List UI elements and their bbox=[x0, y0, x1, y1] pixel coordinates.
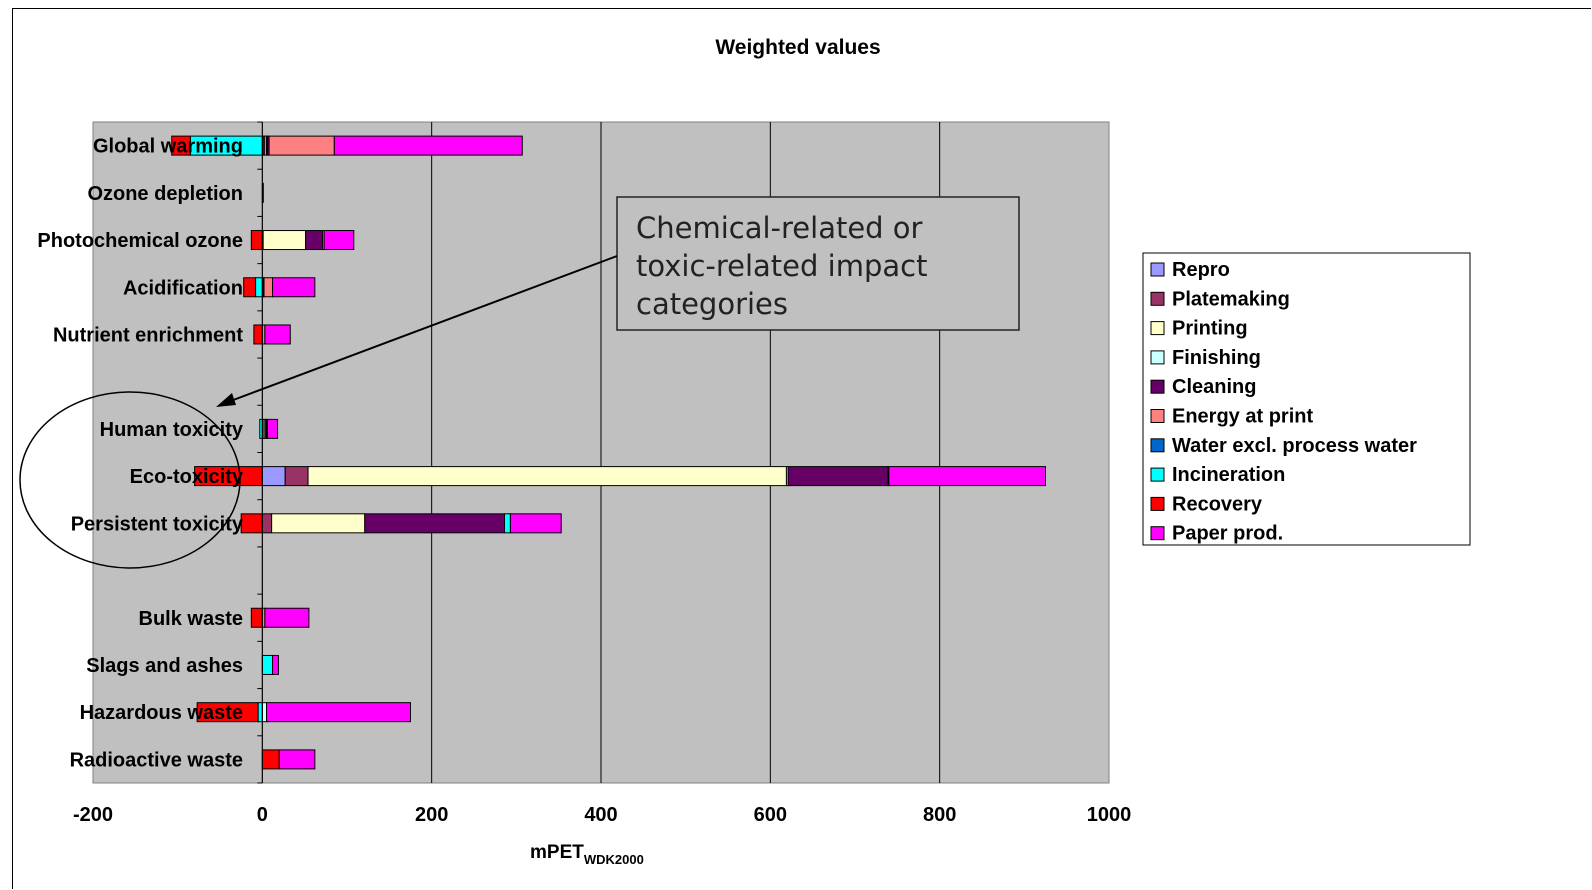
bar-segment bbox=[266, 702, 412, 723]
legend-entry: Repro bbox=[1172, 259, 1230, 281]
annotation-line-2: toxic-related impact bbox=[636, 249, 927, 283]
x-tick-label: -200 bbox=[73, 804, 113, 826]
bar-segment bbox=[307, 466, 787, 487]
legend-entry: Finishing bbox=[1172, 347, 1261, 369]
bar-segment bbox=[250, 607, 263, 628]
x-tick-label: 0 bbox=[257, 804, 268, 826]
legend-swatch bbox=[1150, 496, 1165, 511]
x-tick-labels: -200 0 200 400 600 800 1000 bbox=[73, 804, 1131, 826]
legend-swatch bbox=[1150, 350, 1165, 365]
gridlines bbox=[431, 122, 941, 783]
legend-entry: Recovery bbox=[1172, 493, 1263, 515]
bar-segment bbox=[333, 135, 523, 156]
category-label: Human toxicity bbox=[100, 419, 244, 441]
bar-segment bbox=[171, 135, 191, 156]
bar-segment bbox=[263, 277, 273, 298]
bar-segment bbox=[257, 702, 263, 723]
legend-swatch bbox=[1150, 409, 1165, 423]
chart-frame bbox=[12, 8, 1591, 889]
bar-segment bbox=[268, 135, 335, 156]
bar-segment bbox=[888, 466, 1046, 487]
category-label: Global warming bbox=[93, 136, 243, 158]
legend-box bbox=[1142, 252, 1471, 546]
category-label: Slags and ashes bbox=[86, 655, 243, 677]
legend-entry: Platemaking bbox=[1172, 288, 1290, 310]
legend-swatch bbox=[1150, 321, 1165, 336]
legend-swatch bbox=[1150, 262, 1165, 277]
legend-entry: Printing bbox=[1172, 318, 1248, 340]
bar-segment bbox=[509, 513, 562, 534]
chart-title: Weighted values bbox=[715, 36, 880, 59]
bar-segment bbox=[261, 702, 268, 723]
x-axis-label: mPETWDK2000 bbox=[530, 842, 644, 867]
bar-segment bbox=[364, 513, 505, 534]
x-axis-label-subscript: WDK2000 bbox=[584, 852, 644, 867]
toxicity-highlight-ellipse bbox=[19, 391, 241, 569]
x-tick-label: 1000 bbox=[1087, 804, 1132, 826]
legend-entry: Incineration bbox=[1172, 464, 1285, 486]
x-tick-label: 400 bbox=[584, 804, 617, 826]
bar-segment bbox=[261, 654, 273, 675]
bar-segment bbox=[503, 513, 511, 534]
bar-segment bbox=[250, 230, 263, 251]
bar-segment bbox=[271, 654, 279, 675]
bar-segment bbox=[261, 749, 280, 770]
bar-segment bbox=[255, 277, 263, 298]
x-tick-label: 200 bbox=[415, 804, 448, 826]
legend-swatch bbox=[1150, 467, 1165, 482]
x-tick-label: 600 bbox=[754, 804, 787, 826]
bar-segment bbox=[271, 513, 366, 534]
bar-segment bbox=[261, 466, 286, 487]
category-label: Acidification bbox=[123, 277, 243, 299]
category-label: Bulk waste bbox=[139, 608, 243, 630]
bar-segment bbox=[261, 513, 273, 534]
annotation-arrow-head bbox=[216, 393, 236, 407]
x-axis-label-main: mPET bbox=[530, 842, 584, 863]
legend-swatch bbox=[1150, 379, 1165, 394]
bar-segment bbox=[323, 230, 355, 251]
bar-segment bbox=[305, 230, 323, 251]
bar-segment bbox=[240, 513, 263, 534]
category-label: Radioactive waste bbox=[70, 749, 243, 771]
bar-segment bbox=[264, 607, 310, 628]
bar-segment bbox=[266, 418, 279, 439]
legend: Repro Platemaking Printing Finishing Cleanin… bbox=[1142, 252, 1471, 546]
legend-entry: Cleaning bbox=[1172, 376, 1256, 398]
zero-axis bbox=[257, 121, 263, 784]
annotation-arrow-line bbox=[227, 255, 618, 403]
category-label: Hazardous waste bbox=[80, 702, 243, 724]
bar-segment bbox=[787, 466, 889, 487]
legend-entry: Energy at print bbox=[1172, 406, 1313, 428]
x-tick-label: 800 bbox=[923, 804, 956, 826]
category-label: Nutrient enrichment bbox=[53, 324, 243, 346]
bar-segment bbox=[264, 324, 291, 345]
category-labels: Global warming Ozone depletion Photochemic… bbox=[37, 136, 243, 772]
bar-segment bbox=[278, 749, 316, 770]
bar-segment bbox=[253, 324, 263, 345]
category-label: Ozone depletion bbox=[87, 183, 243, 205]
category-label: Eco-toxicity bbox=[130, 466, 244, 488]
annotation: Chemical-related or toxic-related impact… bbox=[19, 196, 1020, 569]
bar-segment bbox=[284, 466, 309, 487]
legend-entry: Water excl. process water bbox=[1172, 435, 1417, 457]
category-label: Photochemical ozone bbox=[37, 230, 243, 252]
bar-segment bbox=[262, 230, 307, 251]
legend-swatch bbox=[1150, 438, 1165, 453]
bar-segment bbox=[243, 277, 257, 298]
legend-swatch bbox=[1150, 291, 1165, 306]
annotation-line-1: Chemical-related or bbox=[636, 211, 923, 245]
legend-entry: Paper prod. bbox=[1172, 523, 1283, 545]
annotation-box bbox=[616, 196, 1020, 331]
legend-swatch bbox=[1150, 526, 1165, 541]
bars bbox=[171, 135, 1046, 770]
bar-segment bbox=[196, 702, 259, 723]
category-label: Persistent toxicity bbox=[71, 513, 244, 535]
annotation-line-3: categories bbox=[636, 287, 788, 321]
bar-segment bbox=[271, 277, 316, 298]
